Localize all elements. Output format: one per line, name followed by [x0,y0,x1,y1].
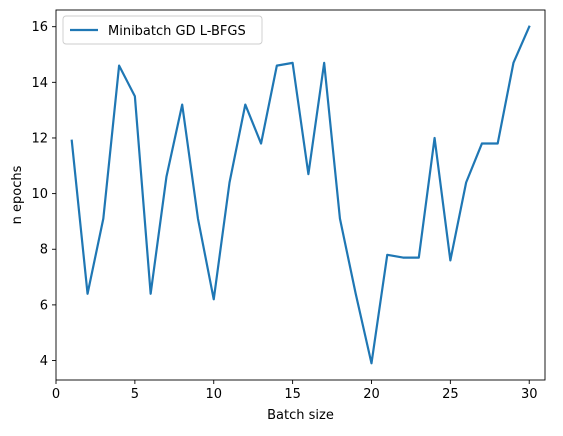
y-tick-label: 14 [31,76,48,91]
x-axis-label: Batch size [267,408,334,423]
x-axis-ticks: 0 5 10 15 20 25 30 [52,380,538,402]
x-tick-label: 30 [521,387,538,402]
series-lines [72,27,529,364]
y-tick-label: 6 [40,298,48,313]
legend-label-series-1: Minibatch GD L-BFGS [108,24,246,39]
y-axis-label: n epochs [10,165,25,224]
y-tick-label: 12 [31,131,48,146]
y-tick-label: 10 [31,187,48,202]
y-tick-label: 8 [40,243,48,258]
y-tick-label: 16 [31,20,48,35]
plot-frame [56,10,545,380]
x-tick-label: 25 [442,387,459,402]
x-tick-label: 10 [205,387,222,402]
x-tick-label: 15 [284,387,301,402]
y-axis-ticks: 4 6 8 10 12 14 16 [31,20,56,369]
x-tick-label: 20 [363,387,380,402]
y-tick-label: 4 [40,354,48,369]
legend: Minibatch GD L-BFGS [63,16,262,44]
x-tick-label: 0 [52,387,60,402]
x-tick-label: 5 [131,387,139,402]
series-line-1 [72,27,529,364]
